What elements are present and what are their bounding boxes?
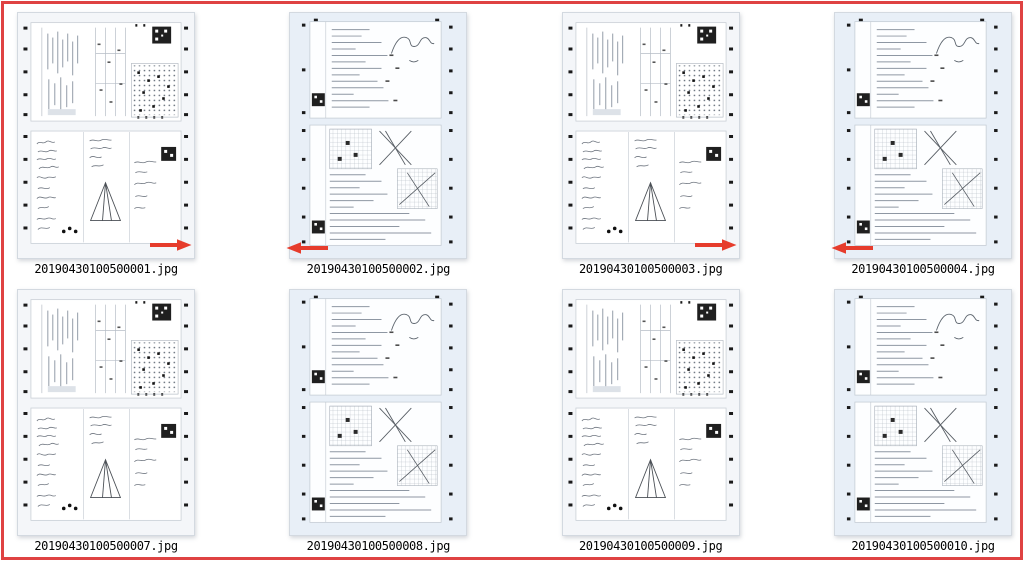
scanned-image-thumbnail[interactable] [289,289,468,536]
scan-preview-image [563,290,739,535]
file-cell-2: 20190430100500002.jpg [286,12,468,278]
file-cell-3: 20190430100500003.jpg [561,12,740,278]
grid-row-1: 20190430100500001.jpg 20190430100500002.… [17,12,1012,278]
scan-preview-image [18,290,194,535]
filename-label[interactable]: 20190430100500010.jpg [851,539,995,553]
scanned-image-thumbnail[interactable] [833,289,1012,536]
scan-preview-image [563,13,739,258]
scan-preview-image [18,13,194,258]
filename-label[interactable]: 20190430100500001.jpg [34,262,178,276]
filename-label[interactable]: 20190430100500007.jpg [34,539,178,553]
filename-label[interactable]: 20190430100500003.jpg [578,262,723,276]
scanned-image-thumbnail[interactable] [17,289,195,536]
filename-label[interactable]: 20190430100500004.jpg [851,262,995,276]
red-arrow-icon [150,238,192,252]
scanned-image-thumbnail[interactable] [561,289,740,536]
file-cell-7: 20190430100500009.jpg [561,289,740,555]
filename-label[interactable]: 20190430100500002.jpg [306,262,451,276]
file-cell-6: 20190430100500008.jpg [289,289,468,555]
filename-label[interactable]: 20190430100500008.jpg [306,539,451,553]
scanned-image-thumbnail[interactable] [286,12,468,259]
scan-preview-image [835,13,1011,258]
scanned-image-thumbnail[interactable] [834,12,1012,259]
file-cell-5: 20190430100500007.jpg [17,289,195,555]
scan-preview-image [290,290,466,535]
grid-row-2: 20190430100500007.jpg 20190430100500008.… [17,289,1012,555]
file-cell-4: 20190430100500004.jpg [834,12,1012,278]
scanned-image-thumbnail[interactable] [17,12,195,259]
file-cell-1: 20190430100500001.jpg [17,12,195,278]
file-cell-8: 20190430100500010.jpg [833,289,1012,555]
scan-preview-image [290,13,466,258]
scan-preview-image [835,290,1011,535]
scanned-image-thumbnail[interactable] [561,12,740,259]
red-arrow-icon [286,241,328,255]
red-arrow-icon [695,238,737,252]
red-arrow-icon [831,241,873,255]
filename-label[interactable]: 20190430100500009.jpg [578,539,723,553]
